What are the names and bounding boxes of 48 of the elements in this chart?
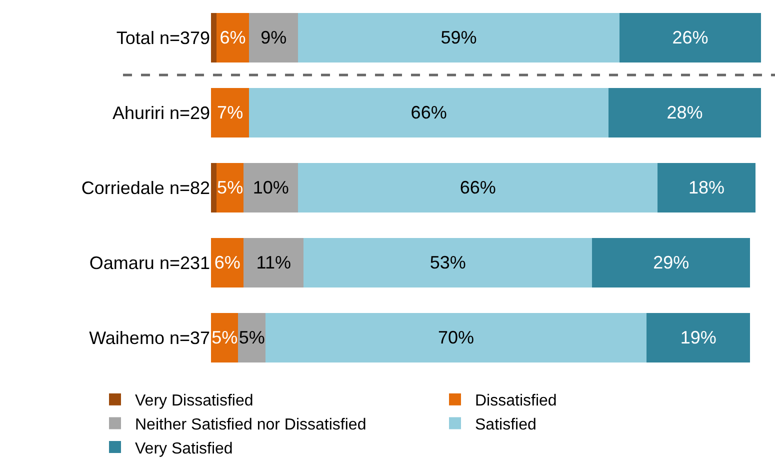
bar [249, 88, 609, 138]
data-label: 26% [672, 28, 708, 48]
bar [646, 312, 750, 362]
bar [244, 238, 304, 288]
bar [216, 12, 250, 62]
bar [211, 12, 216, 62]
legend-label: Dissatisfied [475, 392, 557, 410]
bar [592, 238, 750, 288]
bar [244, 162, 298, 212]
data-label: 28% [666, 102, 703, 122]
bar [298, 162, 658, 212]
legend-label: Neither Satisfied nor Dissatisfied [135, 416, 366, 434]
data-label: 18% [688, 178, 725, 198]
data-label: 19% [680, 328, 716, 348]
data-label: 10% [252, 178, 289, 198]
data-label: 53% [430, 252, 466, 272]
legend-label: Very Satisfied [135, 440, 233, 458]
data-label: 59% [440, 28, 477, 48]
data-label: 66% [460, 178, 496, 198]
data-label: 9% [260, 28, 287, 48]
data-label: 7% [217, 102, 244, 122]
bar [298, 12, 620, 62]
data-label: 6% [220, 28, 246, 48]
data-label: 5% [238, 328, 265, 348]
bar [249, 12, 298, 62]
bar [265, 312, 647, 362]
data-label: 5% [217, 178, 244, 198]
legend-label: Satisfied [475, 416, 536, 434]
data-label: 70% [438, 328, 474, 348]
bar [211, 88, 250, 138]
bar [608, 88, 761, 138]
y-tick-label: Corriedale n=82 [81, 178, 210, 198]
y-tick-label: Oamaru n=231 [89, 252, 210, 273]
data-label: 11% [256, 252, 291, 272]
bar [304, 238, 592, 288]
bar [619, 12, 761, 62]
bar [238, 312, 266, 362]
y-tick-label: Ahuriri n=29 [112, 102, 210, 123]
y-tick-label: Total n=379 [116, 28, 210, 48]
bar [211, 238, 244, 288]
data-label: 6% [214, 252, 240, 272]
y-tick-label: Waihemo n=37 [89, 328, 210, 348]
data-label: 29% [653, 252, 690, 272]
bar [658, 162, 756, 212]
data-label: 66% [410, 102, 447, 122]
bar [211, 162, 216, 212]
legend-label: Very Dissatisfied [135, 392, 254, 410]
data-label: 5% [212, 328, 238, 348]
